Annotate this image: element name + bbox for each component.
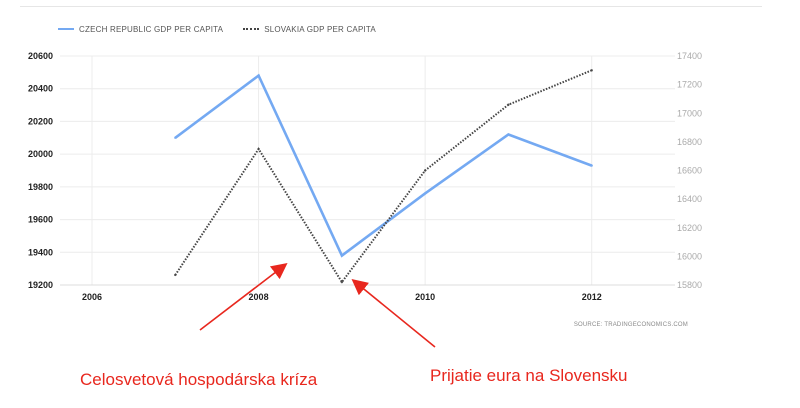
y-right-tick-label: 17400 xyxy=(677,51,702,61)
data-point-czech xyxy=(174,136,177,139)
x-tick-label: 2008 xyxy=(249,292,269,302)
y-right-tick-label: 16600 xyxy=(677,166,702,176)
data-point-czech xyxy=(423,192,427,195)
legend-label-czech: CZECH REPUBLIC GDP PER CAPITA xyxy=(79,24,224,34)
annotation-euro: Prijatie eura na Slovensku xyxy=(430,366,628,385)
y-right-tick-label: 17000 xyxy=(677,108,702,118)
x-tick-label: 2010 xyxy=(415,292,435,302)
data-point-czech xyxy=(507,133,510,136)
y-left-tick-label: 19200 xyxy=(28,280,53,290)
y-left-tick-label: 20400 xyxy=(28,84,53,94)
data-point-slovakia xyxy=(174,273,177,277)
data-point-slovakia xyxy=(340,280,344,284)
annotation-arrow-euro xyxy=(351,278,436,348)
series-line-czech xyxy=(174,73,593,258)
y-left-tick-label: 19400 xyxy=(28,247,53,257)
y-left-tick-label: 20200 xyxy=(28,116,53,126)
x-tick-label: 2006 xyxy=(82,292,102,302)
y-left-tick-label: 20000 xyxy=(28,149,53,159)
chart-legend: CZECH REPUBLIC GDP PER CAPITA SLOVAKIA G… xyxy=(58,22,396,36)
y-right-tick-label: 17200 xyxy=(677,80,702,90)
y-left-tick-label: 19600 xyxy=(28,215,53,225)
legend-item-czech[interactable]: CZECH REPUBLIC GDP PER CAPITA xyxy=(58,25,223,34)
y-right-tick-label: 16400 xyxy=(677,194,702,204)
annotation-crisis: Celosvetová hospodárska kríza xyxy=(80,370,318,389)
y-right-tick-label: 16000 xyxy=(677,251,702,261)
y-right-tick-label: 16200 xyxy=(677,223,702,233)
data-point-czech xyxy=(590,164,593,167)
x-tick-label: 2012 xyxy=(582,292,602,302)
legend-swatch-czech xyxy=(58,28,74,30)
data-point-czech xyxy=(340,254,344,257)
y-left-tick-label: 19800 xyxy=(28,182,53,192)
series-line-slovakia xyxy=(174,69,593,284)
legend-label-slovakia: SLOVAKIA GDP PER CAPITA xyxy=(264,24,376,34)
y-right-tick-label: 16800 xyxy=(677,137,702,147)
data-point-slovakia xyxy=(507,103,510,106)
data-point-slovakia xyxy=(590,69,593,72)
legend-swatch-slovakia xyxy=(243,28,260,30)
annotation-arrow-crisis xyxy=(199,263,288,331)
y-right-tick-label: 15800 xyxy=(677,280,702,290)
data-point-slovakia xyxy=(257,147,260,151)
chart-source: SOURCE: TRADINGECONOMICS.COM xyxy=(573,322,688,328)
data-point-slovakia xyxy=(423,169,427,172)
data-point-czech xyxy=(257,74,260,77)
legend-item-slovakia[interactable]: SLOVAKIA GDP PER CAPITA xyxy=(243,25,376,34)
y-left-tick-label: 20600 xyxy=(28,51,53,61)
top-divider xyxy=(20,6,762,7)
